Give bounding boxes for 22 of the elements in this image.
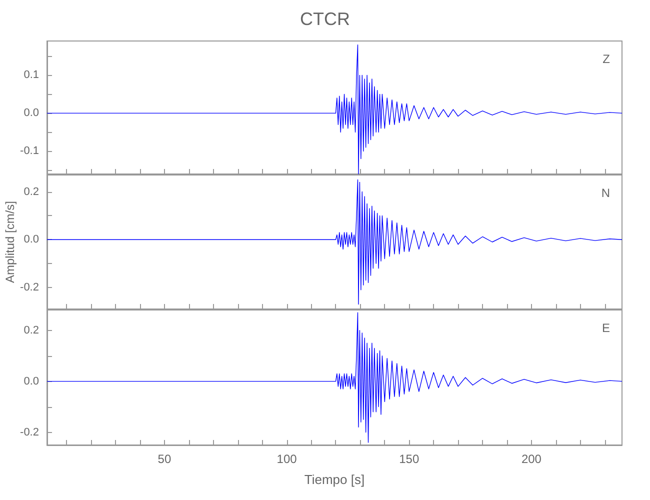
x-axis-title: Tiempo [s] <box>304 472 365 487</box>
y-tick-label: -0.1 <box>20 145 39 158</box>
y-tick-label: 0.2 <box>24 186 39 198</box>
y-tick-label: 0.0 <box>24 375 39 388</box>
y-tick-label: 0.2 <box>24 324 39 336</box>
y-tick-label: -0.2 <box>20 426 39 438</box>
x-tick-label: 150 <box>399 452 420 466</box>
y-tick-label: -0.2 <box>20 281 39 294</box>
annotation: Z <box>602 52 610 66</box>
annotation: N <box>601 186 610 200</box>
line-series <box>46 179 622 305</box>
annotation: E <box>602 321 610 335</box>
y-axis-title: Amplitud [cm/s] <box>3 200 17 284</box>
chart-title: CTCR <box>300 9 350 29</box>
y-tick-label: 0.0 <box>24 234 39 246</box>
x-tick-label: 100 <box>276 452 298 466</box>
line-series <box>46 44 622 174</box>
y-tick-label: 0.0 <box>24 107 39 120</box>
line-series <box>46 312 622 443</box>
x-tick-label: 200 <box>521 452 542 466</box>
y-tick-label: 0.1 <box>24 69 39 82</box>
x-tick-label: 50 <box>158 452 172 466</box>
